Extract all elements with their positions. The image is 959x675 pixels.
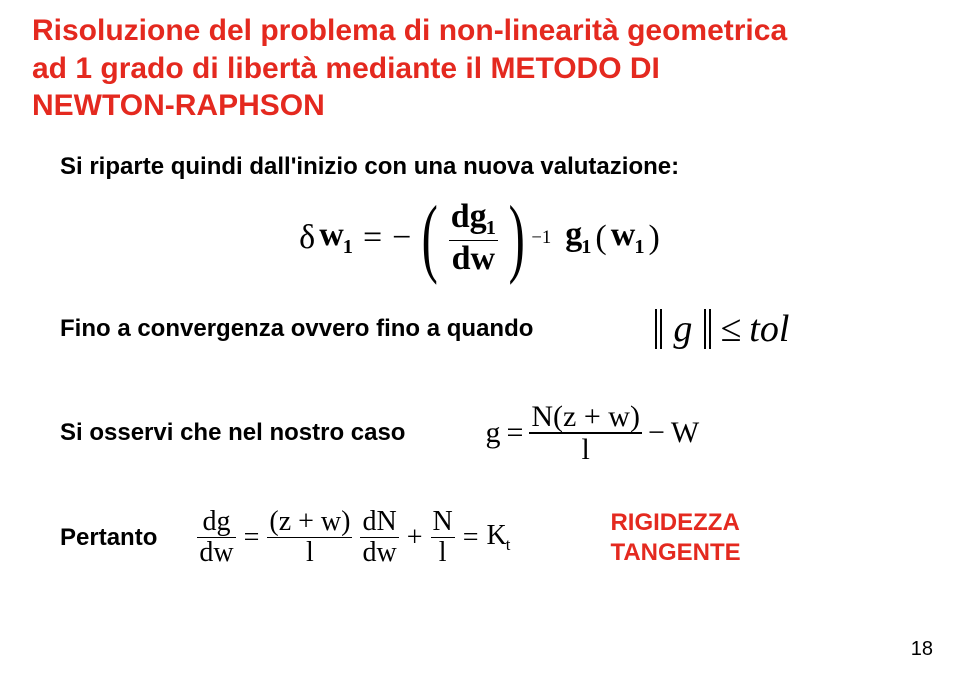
norm-close <box>702 309 712 349</box>
eq1-delta: δ <box>299 219 315 257</box>
obs-minus: − <box>648 416 665 450</box>
pert-dw2: dw <box>360 538 398 567</box>
obs-den: l <box>579 434 591 466</box>
eq1-equals: = <box>363 219 382 257</box>
eq1-g1: g1 <box>565 216 591 259</box>
slide-root: Risoluzione del problema di non-linearit… <box>0 0 959 675</box>
eq1-close: ) <box>649 219 660 257</box>
eq1-dw: dw <box>450 241 497 277</box>
observation-row: Si osservi che nel nostro caso g = N(z +… <box>60 401 927 466</box>
subtitle: Si riparte quindi dall'inizio con una nu… <box>60 153 927 181</box>
eq1-lparen: ( <box>422 202 438 273</box>
pert-zw: (z + w) <box>267 507 352 536</box>
page-number: 18 <box>911 638 933 661</box>
convergence-row: Fino a convergenza ovvero fino a quando … <box>60 307 927 351</box>
pert-frac4: N l <box>431 507 455 567</box>
title-line-3: NEWTON-RAPHSON <box>32 87 927 125</box>
equation-g-def: g = N(z + w) l − W <box>485 401 699 466</box>
pert-l1: l <box>304 538 316 567</box>
eq1-open: ( <box>595 219 606 257</box>
eq1-w: w <box>319 216 344 253</box>
obs-eq: = <box>506 416 523 450</box>
eq1-w1: w1 <box>319 216 353 259</box>
pert-dw: dw <box>197 538 235 567</box>
pert-frac2: (z + w) l <box>267 507 352 567</box>
obs-W: W <box>671 416 699 450</box>
obs-g: g <box>485 416 500 450</box>
title-line-2: ad 1 grado di libertà mediante il METODO… <box>32 50 927 88</box>
norm-open <box>653 309 663 349</box>
eq1-w1b: w1 <box>611 216 645 259</box>
dbar <box>655 309 657 349</box>
obs-num: N(z + w) <box>529 401 642 433</box>
eq1-dg-sub: 1 <box>486 217 496 239</box>
equation-delta-w: δ w1 = − ( dg1 dw ) −1 g1 ( w1 <box>32 199 927 277</box>
pertanto-row: Pertanto dg dw = (z + w) l dN dw + N <box>60 507 927 567</box>
obs-frac: N(z + w) l <box>529 401 642 466</box>
eq1-wb-sub: 1 <box>634 236 644 258</box>
gtol-g: g <box>671 307 694 351</box>
dbar <box>660 309 662 349</box>
rigid-line2: TANGENTE <box>610 538 740 568</box>
pert-Kt: Kt <box>487 520 511 556</box>
pert-plus: + <box>407 522 423 554</box>
eq1-w-sub: 1 <box>343 236 353 258</box>
equation-dg-dw: dg dw = (z + w) l dN dw + N l = <box>197 507 510 567</box>
dbar <box>704 309 706 349</box>
title-line-1: Risoluzione del problema di non-linearit… <box>32 12 927 50</box>
pert-frac1: dg dw <box>197 507 235 567</box>
observation-text: Si osservi che nel nostro caso <box>60 419 405 447</box>
pertanto-text: Pertanto <box>60 524 157 552</box>
pert-frac3: dN dw <box>360 507 398 567</box>
eq1-g-sub: 1 <box>581 236 591 258</box>
pert-K-sub: t <box>506 535 511 554</box>
eq1-dg1: dg1 <box>449 199 498 240</box>
equation-g-le-tol: g ≤ tol <box>653 307 789 351</box>
slide-title: Risoluzione del problema di non-linearit… <box>32 12 927 125</box>
gtol-le: ≤ <box>720 307 741 351</box>
eq1-wb: w <box>611 216 636 253</box>
pert-eq1: = <box>244 522 260 554</box>
eq1-dg: dg <box>451 198 487 235</box>
pert-N: N <box>431 507 455 536</box>
pert-dN: dN <box>360 507 398 536</box>
convergence-text: Fino a convergenza ovvero fino a quando <box>60 315 533 343</box>
eq1-exp: −1 <box>531 227 551 249</box>
gtol-tol: tol <box>749 307 789 351</box>
rigidezza-tangente-label: RIGIDEZZA TANGENTE <box>610 508 740 568</box>
eq1-g: g <box>565 216 582 253</box>
pert-K: K <box>487 520 507 551</box>
eq1-rparen: ) <box>509 202 525 273</box>
rigid-line1: RIGIDEZZA <box>610 508 740 538</box>
dbar <box>709 309 711 349</box>
pert-dg: dg <box>200 507 232 536</box>
pert-l2: l <box>437 538 449 567</box>
eq1-minus: − <box>392 219 411 257</box>
eq1-frac-dg-dw: dg1 dw <box>449 199 498 277</box>
pert-eq2: = <box>463 522 479 554</box>
